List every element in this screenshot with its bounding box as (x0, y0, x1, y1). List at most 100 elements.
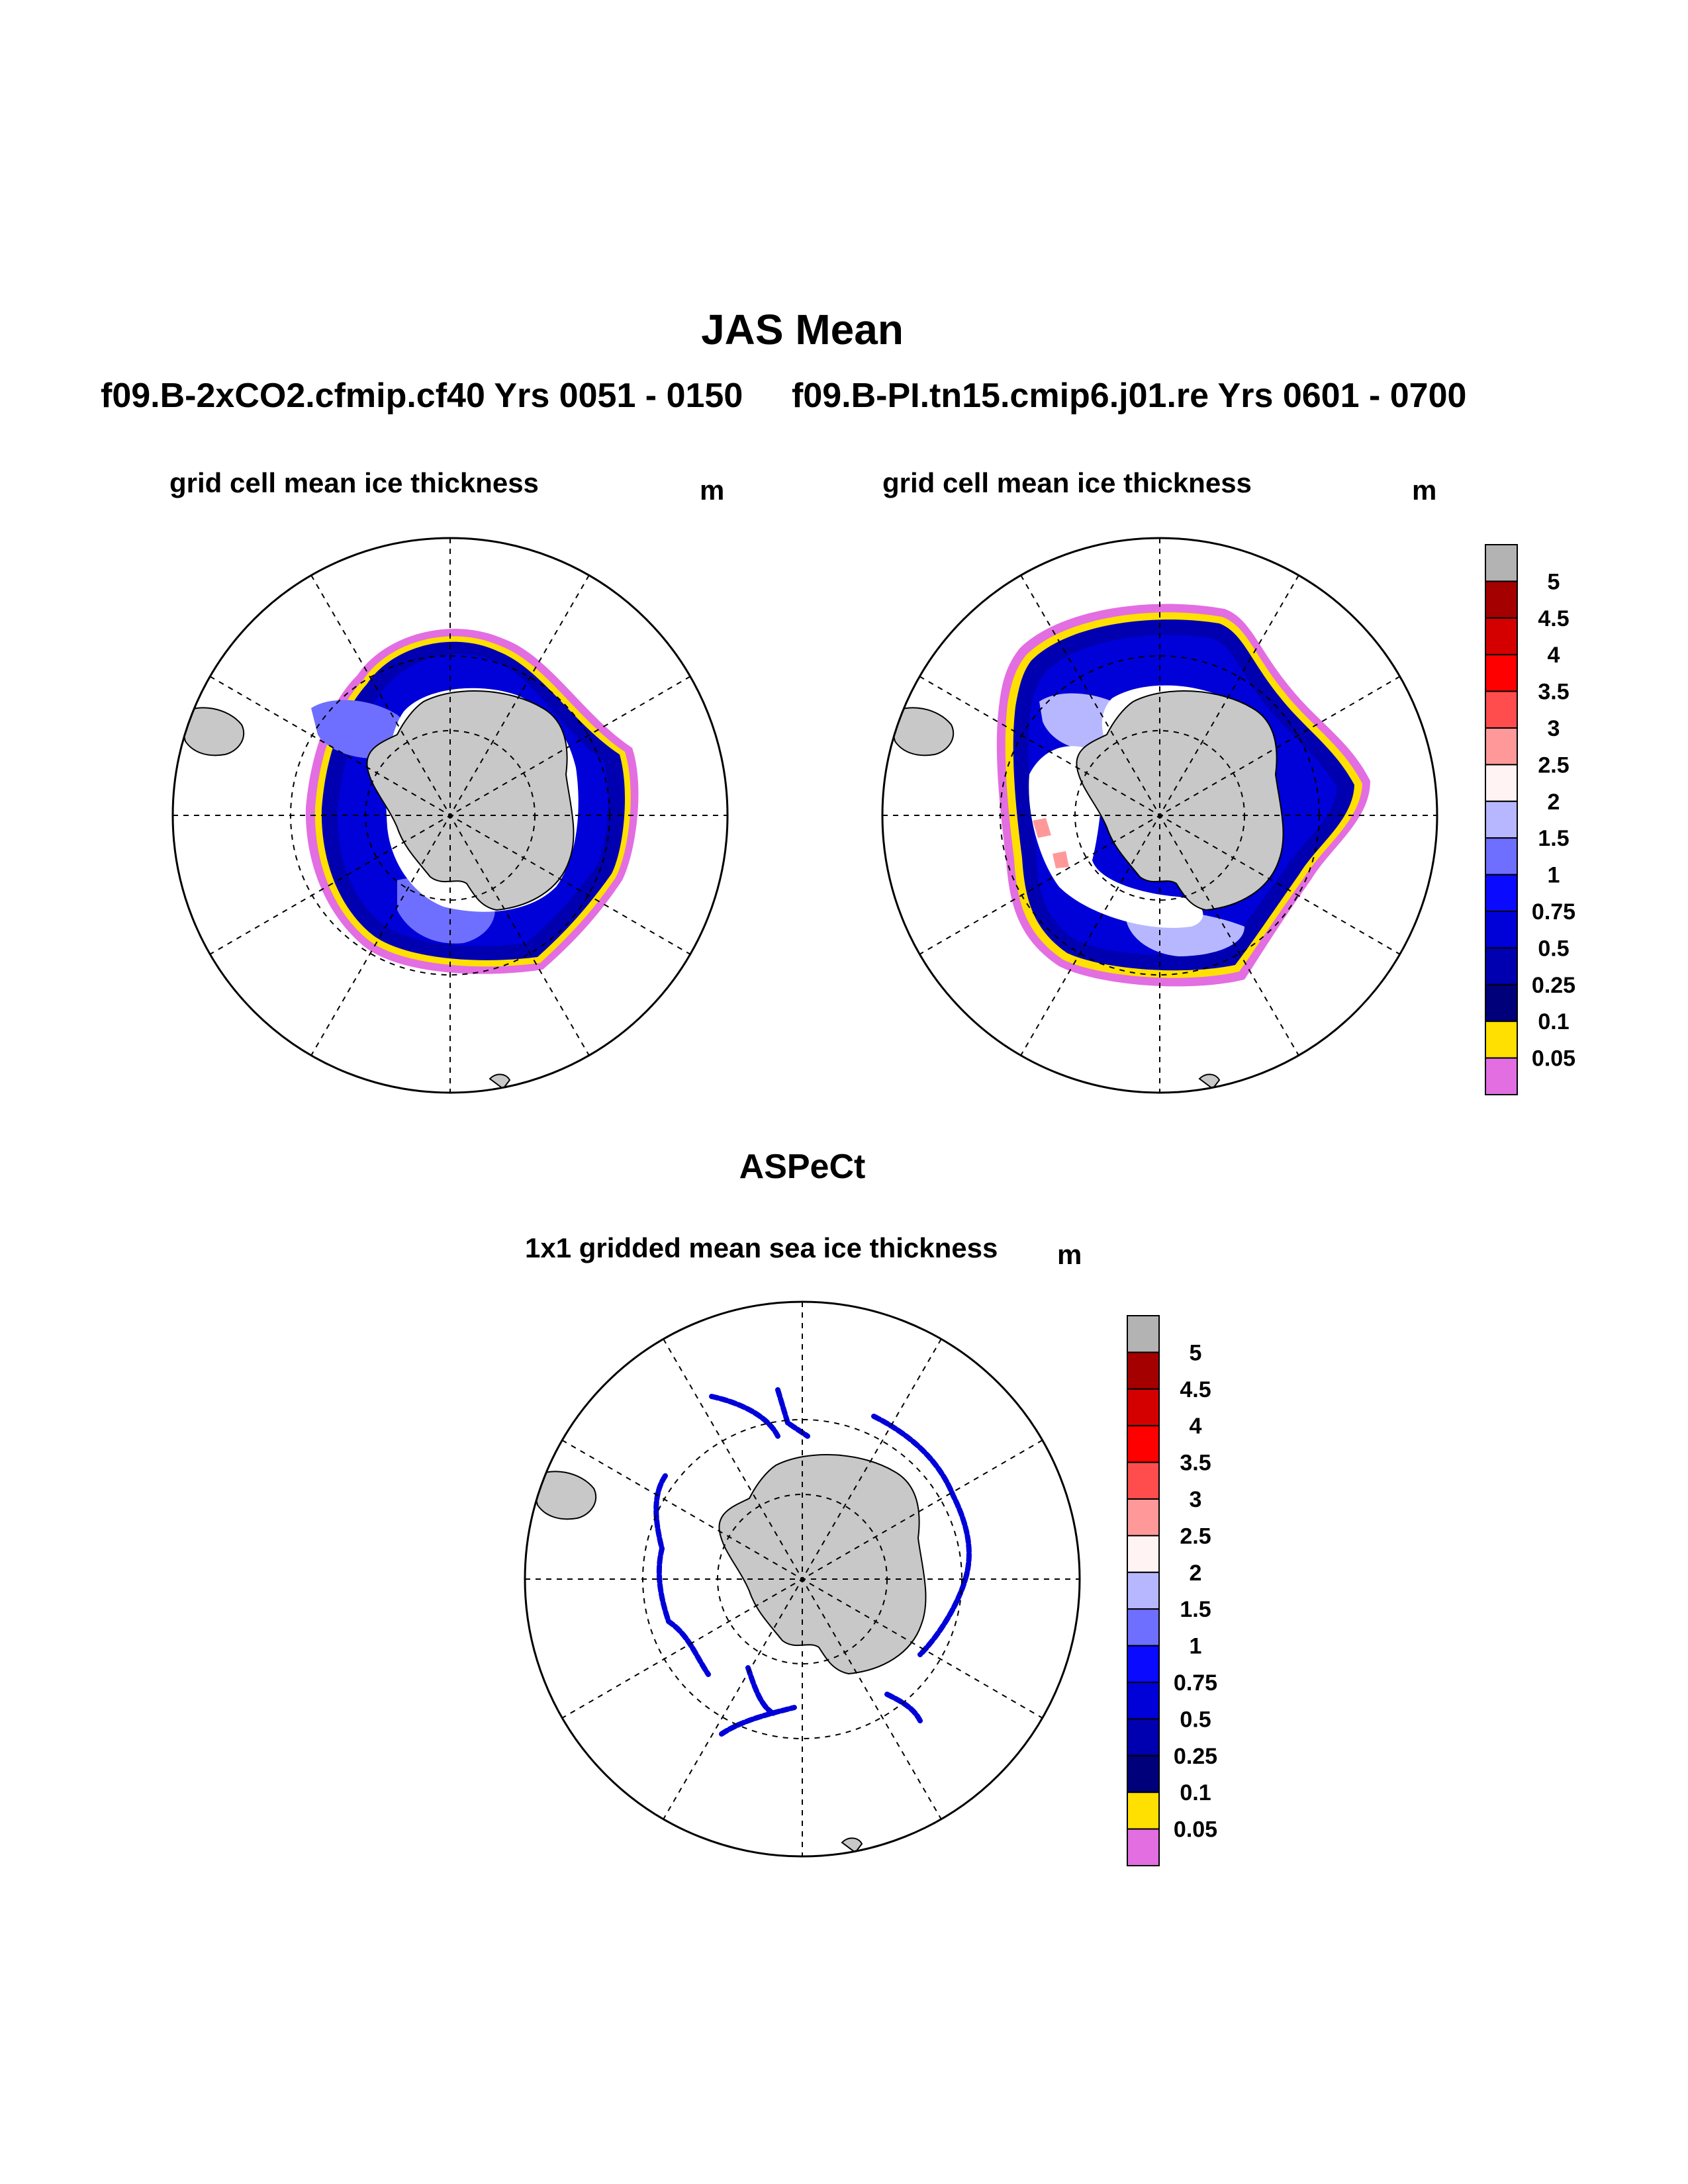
colorbar-tick-label: 3 (1190, 1487, 1202, 1512)
colorbar-swatch (1485, 947, 1518, 985)
colorbar-swatch (1127, 1718, 1160, 1756)
colorbar-swatch (1127, 1315, 1160, 1353)
map-area (887, 604, 1370, 1090)
colorbar-swatch (1485, 544, 1518, 582)
figure-title: JAS Mean (701, 306, 904, 353)
colorbar-swatch (1127, 1498, 1160, 1537)
track-west (653, 1473, 711, 1677)
colorbar-swatch (1127, 1645, 1160, 1684)
colorbar-tick-label: 0.1 (1538, 1009, 1569, 1034)
colorbar-swatch (1127, 1425, 1160, 1463)
colorbar-tick-label: 0.05 (1532, 1046, 1575, 1071)
colorbar-swatch (1127, 1792, 1160, 1830)
colorbar-tick-label: 2 (1190, 1561, 1202, 1586)
antarctica-landmass (1076, 690, 1284, 911)
colorbar-swatch (1485, 727, 1518, 766)
colorbar-tick-label: 2 (1548, 790, 1560, 815)
antarctica-landmass (718, 1453, 927, 1675)
panel-title: grid cell mean ice thickness (169, 467, 539, 498)
panel-aspect: ASPeCt 1x1 gridded mean sea ice thicknes… (524, 1148, 1082, 1858)
colorbar-swatch (1127, 1461, 1160, 1500)
ice-pink-spots (1033, 818, 1051, 838)
colorbar-tick-label: 3.5 (1538, 680, 1569, 705)
map-area (530, 1387, 972, 1854)
graticule (173, 538, 727, 1093)
colorbar-swatch (1127, 1608, 1160, 1647)
map-area (177, 629, 639, 1090)
colorbar-swatch (1485, 764, 1518, 802)
subtitle-left: f09.B-2xCO2.cfmip.cf40 Yrs 0051 - 0150 (101, 377, 743, 415)
colorbar-tick-label: 0.05 (1174, 1817, 1217, 1843)
colorbar-tick-label: 2.5 (1538, 752, 1569, 778)
colorbar-swatch (1485, 690, 1518, 729)
map-border (171, 537, 729, 1094)
map-border (524, 1300, 1081, 1858)
obs-title: ASPeCt (739, 1148, 866, 1186)
colorbar-swatch (1127, 1535, 1160, 1573)
colorbar-swatch (1485, 1057, 1518, 1095)
subtitle-right: f09.B-PI.tn15.cmip6.j01.re Yrs 0601 - 07… (792, 377, 1466, 415)
graticule (882, 538, 1437, 1093)
colorbar-tick-label: 4 (1548, 643, 1560, 668)
colorbar-swatch (1485, 911, 1518, 949)
africa-tip-landmass (489, 1073, 511, 1090)
graticule (525, 1302, 1080, 1856)
colorbar-swatch (1485, 837, 1518, 876)
panel-title: 1x1 gridded mean sea ice thickness (525, 1232, 998, 1263)
ship-tracks (653, 1387, 972, 1737)
colorbar-swatch (1127, 1682, 1160, 1720)
antarctica-landmass (366, 690, 575, 911)
map-border (881, 537, 1438, 1094)
panel-title: grid cell mean ice thickness (882, 467, 1252, 498)
colorbar-tick-label: 3.5 (1180, 1451, 1211, 1476)
colorbar-swatch (1127, 1754, 1160, 1794)
south-america-landmass (177, 707, 245, 756)
panel-units: m (700, 475, 724, 506)
colorbar-top: 5 4.5 4 3.5 3 2.5 2 1.5 1 0.75 0.5 0.25 0.1 0.05 (1485, 544, 1575, 1095)
white-coastal-ice (1029, 746, 1203, 928)
colorbar-tick-label: 4.5 (1180, 1377, 1211, 1402)
colorbar-tick-label: 0.25 (1174, 1744, 1217, 1769)
panel-pi: grid cell mean ice thickness m (881, 467, 1438, 1094)
colorbar-swatch (1127, 1351, 1160, 1390)
colorbar-swatch (1127, 1388, 1160, 1427)
colorbar-bottom: 5 4.5 4 3.5 3 2.5 2 1.5 1 0.75 0.5 0.25 0.1 0.05 (1127, 1315, 1217, 1867)
colorbar-tick-label: 0.1 (1180, 1780, 1211, 1805)
colorbar-tick-label: 3 (1548, 716, 1560, 741)
colorbar-tick-label: 1.5 (1538, 826, 1569, 851)
south-america-landmass (887, 707, 955, 756)
colorbar-tick-label: 1.5 (1180, 1597, 1211, 1622)
africa-tip-landmass (1198, 1073, 1221, 1090)
colorbar-tick-label: 0.75 (1174, 1670, 1217, 1696)
track-ross (719, 1665, 797, 1737)
colorbar-swatch (1127, 1828, 1160, 1867)
colorbar-tick-label: 4 (1190, 1414, 1202, 1439)
colorbar-tick-label: 5 (1548, 569, 1560, 594)
colorbar-swatch (1485, 654, 1518, 692)
colorbar-swatch (1485, 580, 1518, 619)
track-east-2 (917, 1572, 969, 1657)
africa-tip-landmass (841, 1837, 863, 1854)
colorbar-swatch (1485, 800, 1518, 839)
track-east-1 (871, 1414, 972, 1578)
panel-units: m (1057, 1239, 1082, 1270)
track-weddell (709, 1387, 810, 1439)
colorbar-swatch (1485, 983, 1518, 1023)
colorbar-tick-label: 0.75 (1532, 899, 1575, 925)
colorbar-swatch (1485, 617, 1518, 656)
colorbar-tick-label: 1 (1190, 1634, 1202, 1659)
ice-pink-spots-2 (1053, 851, 1069, 868)
track-south (884, 1692, 923, 1723)
colorbar-tick-label: 0.25 (1532, 973, 1575, 998)
colorbar-tick-label: 5 (1190, 1340, 1202, 1365)
colorbar-swatch (1485, 1021, 1518, 1059)
south-america-landmass (530, 1471, 597, 1520)
colorbar-tick-label: 0.5 (1538, 936, 1569, 961)
colorbar-tick-label: 2.5 (1180, 1524, 1211, 1549)
panel-units: m (1412, 475, 1436, 506)
colorbar-tick-label: 1 (1548, 863, 1560, 888)
colorbar-swatch (1127, 1571, 1160, 1610)
panel-2xco2: grid cell mean ice thickness m (169, 467, 729, 1094)
colorbar-tick-label: 0.5 (1180, 1707, 1211, 1732)
